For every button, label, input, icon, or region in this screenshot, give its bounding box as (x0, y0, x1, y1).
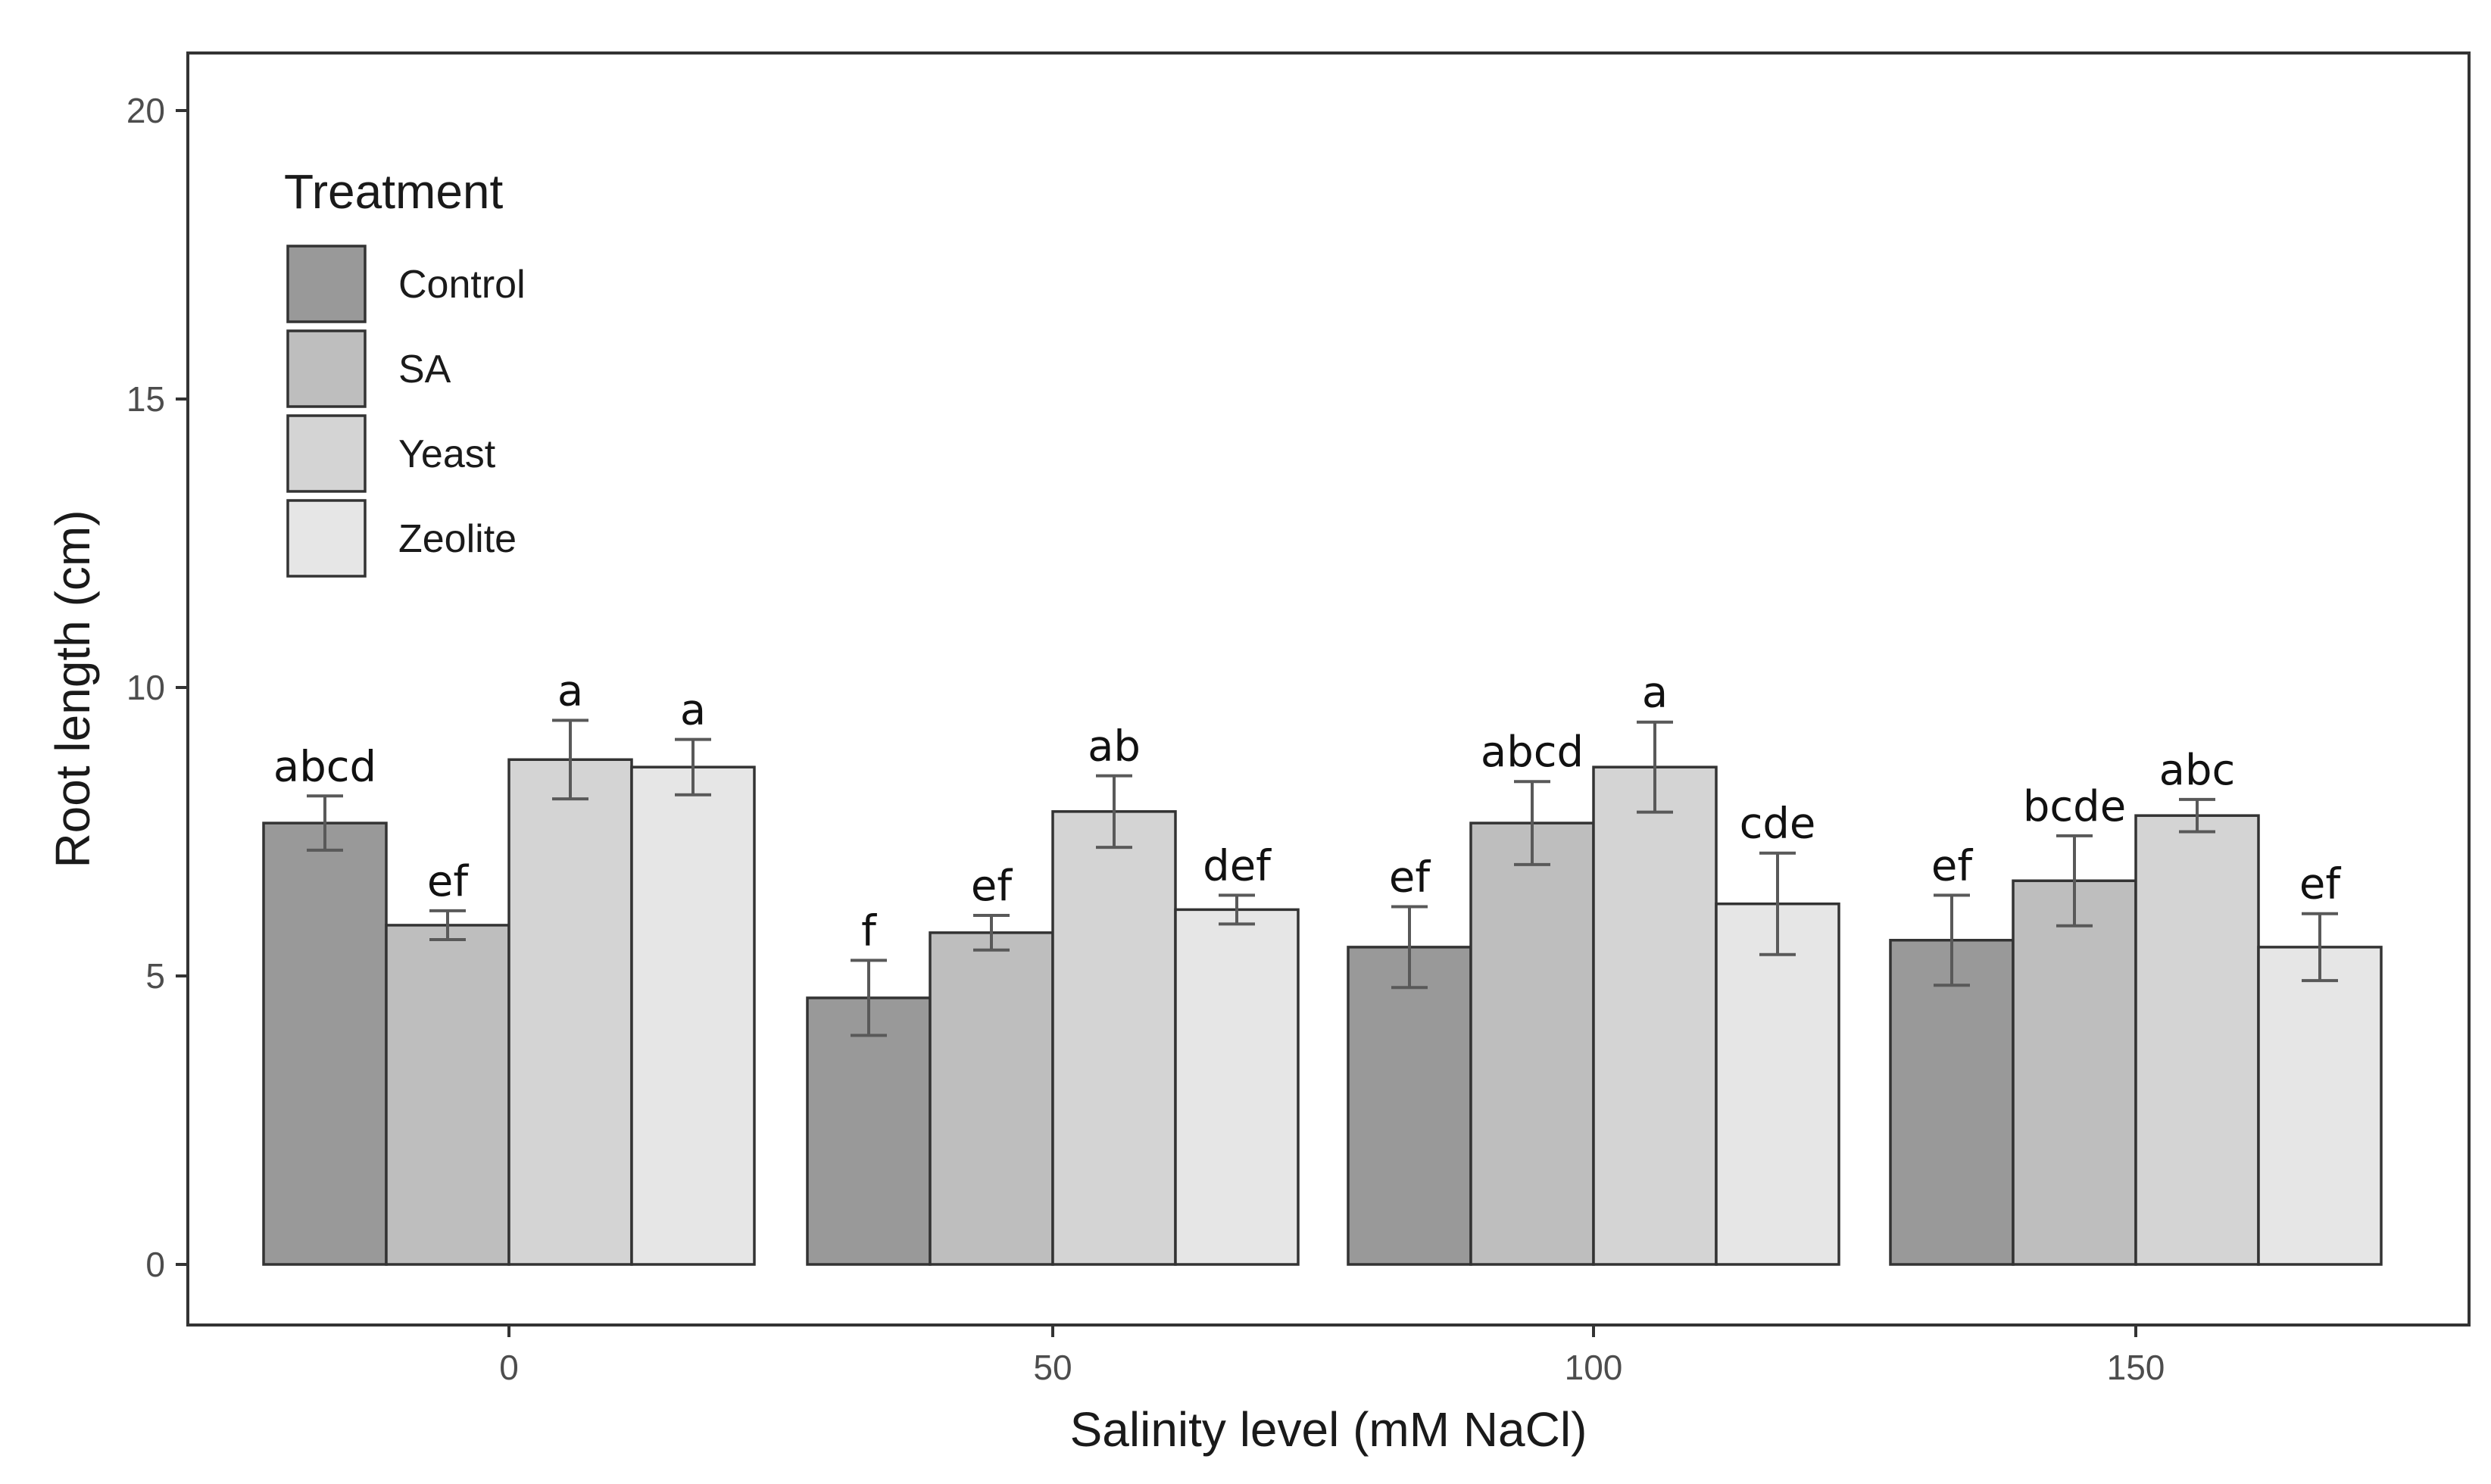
error-bar-control (1934, 893, 1970, 987)
error-bar-control (1391, 905, 1428, 990)
x-tick-label: 100 (1565, 1348, 1623, 1387)
significance-letter: a (680, 686, 706, 735)
bar-yeast (1051, 810, 1177, 1266)
bar-zeolite (630, 765, 756, 1266)
legend-label-sa: SA (398, 348, 451, 391)
y-tick-label: 10 (126, 668, 165, 707)
legend-key-zeolite (286, 499, 367, 578)
error-bar-zeolite (1759, 851, 1796, 956)
axis-layer: 0 5 10 15 20 0 50 100 150 (126, 91, 2165, 1387)
error-bar-yeast (1096, 774, 1132, 850)
bar-yeast (2134, 814, 2260, 1266)
legend-key-sa (286, 329, 367, 408)
significance-letter: f (861, 906, 877, 956)
bar-sa (2012, 879, 2137, 1266)
error-bar-yeast (552, 719, 588, 801)
error-bar-yeast (1637, 720, 1673, 814)
y-axis-title: Root length (cm) (45, 510, 100, 868)
legend-label-yeast: Yeast (398, 432, 496, 476)
error-bar-zeolite (2302, 912, 2338, 983)
legend-key-yeast (286, 414, 367, 493)
plot-layer: abcd f ef ef ef ef abcd bcde a ab a abc a def cde ef (262, 666, 2383, 1266)
x-tick-label: 0 (499, 1348, 519, 1387)
legend-label-zeolite: Zeolite (398, 517, 517, 561)
error-bar-sa (2056, 834, 2093, 928)
bar-zeolite (2257, 946, 2383, 1266)
significance-letter: ef (1931, 841, 1973, 890)
error-bar-control (851, 959, 887, 1037)
significance-letter: abcd (273, 742, 376, 791)
x-tick-label: 150 (2107, 1348, 2165, 1387)
error-bar-control (307, 794, 343, 852)
significance-letter: abcd (1481, 728, 1584, 777)
significance-letter: cde (1740, 800, 1816, 849)
error-bar-yeast (2179, 797, 2215, 834)
bar-sa (1469, 822, 1595, 1266)
bar-control (806, 996, 932, 1266)
error-bar-zeolite (1219, 893, 1255, 926)
bar-sa (385, 924, 510, 1266)
significance-letter: ef (2299, 860, 2341, 909)
bar-zeolite (1174, 908, 1300, 1266)
bar-yeast (507, 758, 633, 1266)
bar-zeolite (1715, 903, 1840, 1266)
bar-sa (929, 931, 1054, 1266)
y-tick-label: 5 (145, 956, 165, 996)
error-bar-zeolite (675, 737, 711, 797)
significance-letter: a (557, 666, 583, 716)
legend: Treatment Control SA Yeast Zeolite (284, 164, 526, 578)
bar-control (1889, 939, 2015, 1266)
y-tick-label: 20 (126, 91, 165, 130)
x-tick-label: 50 (1033, 1348, 1072, 1387)
x-axis-title: Salinity level (mM NaCl) (1070, 1402, 1587, 1457)
significance-letter: a (1642, 669, 1668, 718)
bar-control (1347, 946, 1472, 1266)
significance-letter: ef (971, 862, 1013, 911)
error-bar-sa (973, 913, 1010, 952)
legend-title: Treatment (284, 164, 504, 219)
y-tick-label: 0 (145, 1245, 165, 1284)
significance-letter: ab (1088, 722, 1141, 772)
significance-letter: def (1203, 841, 1272, 890)
significance-letter: ef (1389, 853, 1431, 903)
legend-key-control (286, 245, 367, 323)
significance-letter: bcde (2023, 782, 2126, 831)
y-tick-label: 15 (126, 379, 165, 419)
significance-letter: abc (2159, 746, 2236, 795)
legend-label-control: Control (398, 263, 526, 307)
bar-control (262, 822, 388, 1266)
significance-letter: ef (427, 857, 469, 906)
bar-yeast (1592, 765, 1718, 1266)
error-bar-sa (1514, 780, 1550, 866)
error-bar-sa (429, 909, 466, 941)
